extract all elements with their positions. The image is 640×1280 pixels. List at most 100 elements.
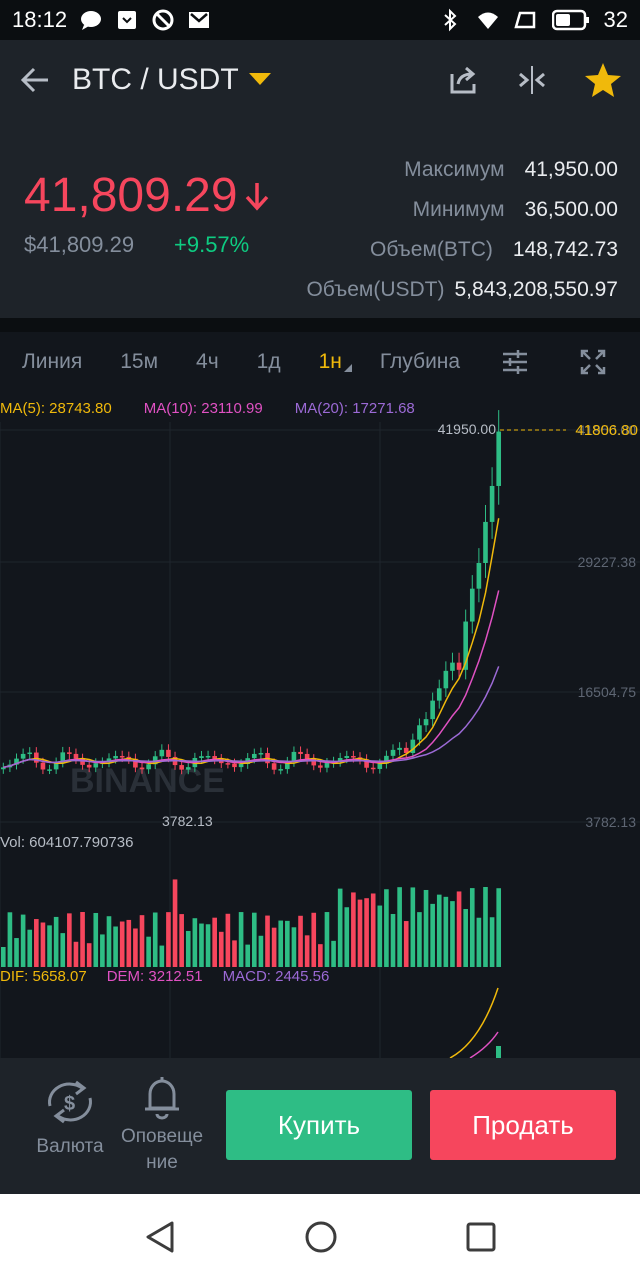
price-fiat: $41,809.29	[24, 232, 135, 257]
volume-bar	[271, 927, 277, 967]
volume-bar	[100, 934, 105, 967]
volume-bar	[218, 931, 224, 967]
stat-vol-usdt: Объем(USDT) 5,843,208,550.97	[278, 270, 618, 310]
pair-selector[interactable]: BTC / USDT	[72, 63, 271, 97]
buy-button[interactable]: Купить	[226, 1090, 412, 1160]
fullscreen-icon[interactable]	[580, 349, 606, 375]
volume-bar	[463, 909, 468, 967]
volume-bar	[357, 899, 363, 967]
corner-triangle-icon	[343, 364, 352, 372]
ma20-label: MA(20): 17271.68	[294, 400, 415, 417]
macd-label: MACD: 2445.56	[222, 968, 330, 985]
battery-level: 32	[603, 7, 628, 32]
last-price: 41,809.29	[24, 168, 270, 223]
candle-body	[496, 431, 502, 486]
volume-bar	[265, 915, 270, 967]
volume-bar	[443, 896, 449, 967]
candle-body	[67, 752, 72, 754]
compare-icon[interactable]	[516, 64, 548, 96]
tab-1w[interactable]: 1н	[318, 350, 352, 374]
candle-body	[298, 751, 303, 754]
volume-bar	[476, 917, 482, 967]
tab-4h[interactable]: 4ч	[196, 350, 219, 373]
candle-body	[205, 755, 211, 758]
price-change: +9.57%	[174, 232, 250, 257]
share-icon[interactable]	[448, 64, 480, 96]
tab-line[interactable]: Линия	[22, 350, 83, 373]
home-nav-icon[interactable]	[304, 1220, 338, 1254]
back-arrow-icon[interactable]	[18, 62, 54, 98]
alerts-button[interactable]: Оповеще ние	[112, 1074, 212, 1174]
volume-bar	[60, 933, 66, 967]
volume-bar	[7, 912, 13, 967]
candle-body	[225, 763, 231, 765]
stat-high: Максимум 41,950.00	[278, 150, 618, 190]
volume-bar	[370, 893, 376, 967]
candle-body	[139, 767, 145, 770]
tab-depth[interactable]: Глубина	[379, 350, 461, 373]
candle-body	[403, 747, 409, 754]
ma5-line	[3, 518, 500, 769]
candle-body	[417, 725, 422, 740]
candle-body	[311, 759, 317, 766]
volume-bar	[489, 917, 495, 967]
volume-bar	[423, 889, 429, 967]
candle-body	[423, 719, 429, 726]
candle-body	[34, 752, 39, 763]
currency-button[interactable]: $ Валюта	[30, 1080, 110, 1158]
candle-body	[53, 762, 59, 770]
ma5-label: MA(5): 28743.80	[0, 400, 112, 417]
favorite-star-icon[interactable]	[584, 62, 622, 98]
tab-1d[interactable]: 1д	[256, 350, 281, 373]
candle-body	[271, 763, 277, 770]
dif-label: DIF: 5658.07	[0, 968, 87, 985]
back-nav-icon[interactable]	[144, 1220, 176, 1254]
volume-bar	[106, 916, 112, 967]
candle-body	[14, 758, 19, 765]
volume-bar	[291, 927, 297, 967]
stat-value: 36,500.00	[524, 198, 618, 221]
caret-down-icon	[248, 73, 271, 85]
volume-bar	[225, 913, 231, 967]
stat-label: Объем(USDT)	[306, 278, 445, 301]
candle-body	[430, 700, 435, 720]
volume-bar	[172, 879, 178, 967]
candle-body	[304, 753, 310, 760]
volume-bar	[331, 940, 336, 967]
candle-body	[20, 753, 26, 759]
candle-body	[47, 769, 52, 771]
sell-button[interactable]: Продать	[430, 1090, 616, 1160]
pair-label: BTC / USDT	[72, 63, 239, 96]
bottom-action-bar: $ Валюта Оповеще ние Купить Продать	[0, 1058, 640, 1194]
candle-body	[344, 756, 350, 758]
volume-bar	[205, 924, 211, 967]
tab-1w-label: 1н	[318, 350, 342, 373]
settings-sliders-icon[interactable]	[502, 349, 528, 375]
recents-nav-icon[interactable]	[466, 1222, 496, 1252]
candle-body	[80, 758, 85, 765]
candle-body	[489, 485, 495, 522]
candle-body	[133, 758, 138, 768]
kline-chart[interactable]: MA(5): 28743.80 MA(10): 23110.99 MA(20):…	[0, 392, 640, 1058]
tab-15m[interactable]: 15м	[120, 350, 159, 373]
volume-bar	[251, 912, 257, 967]
volume-bar	[113, 926, 118, 967]
candle-body	[60, 752, 66, 763]
candle-body	[436, 688, 442, 701]
dem-line	[469, 1031, 499, 1058]
volume-bar	[469, 888, 475, 967]
bell-icon	[145, 1077, 179, 1120]
candle-body	[27, 752, 33, 755]
stat-value: 5,843,208,550.97	[454, 278, 619, 301]
volume-bar	[20, 914, 26, 967]
candle-body	[291, 751, 297, 762]
volume-bar	[364, 898, 369, 967]
stat-value: 148,742.73	[512, 238, 618, 261]
volume-bar	[430, 903, 435, 967]
arrow-down-icon	[245, 182, 268, 211]
candle-body	[93, 763, 99, 768]
axis-tick-label: 41950.00	[578, 422, 637, 438]
candle-body	[469, 588, 475, 622]
macd-histogram-bar	[496, 1046, 501, 1058]
volume-bar	[318, 944, 323, 967]
